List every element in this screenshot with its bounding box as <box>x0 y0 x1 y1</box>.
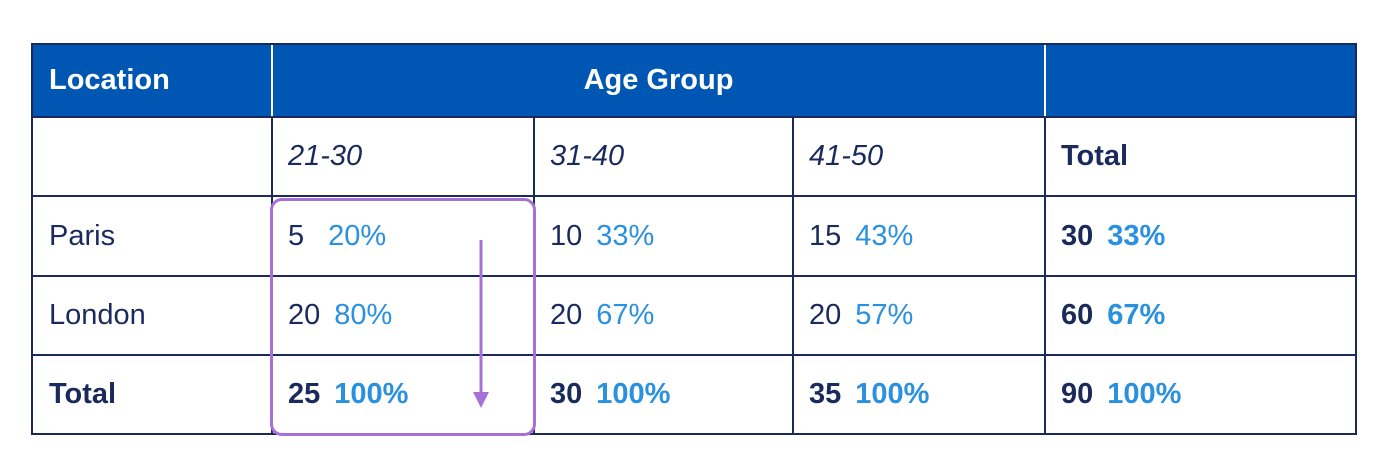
table-cell: 15 43% <box>793 196 1045 276</box>
crosstab-table: Location Age Group 21-30 31-40 41-50 Tot… <box>31 43 1357 435</box>
header-divider <box>1044 45 1046 116</box>
row-total-cell: 60 67% <box>1045 276 1355 355</box>
row-total-cell: 90 100% <box>1045 355 1355 433</box>
subheader-col-21-30: 21-30 <box>288 139 363 172</box>
row-divider <box>33 354 1355 356</box>
cell-percent: 67% <box>1107 299 1166 331</box>
cell-percent: 43% <box>855 219 914 252</box>
cell-count: 20 <box>809 299 842 331</box>
cell-percent: 100% <box>334 377 409 410</box>
cell-percent: 100% <box>596 377 671 410</box>
column-divider <box>792 116 794 433</box>
subheader-total: Total <box>1061 139 1129 172</box>
cell-count: 90 <box>1061 377 1094 410</box>
header-divider <box>271 45 273 116</box>
row-label-london: London <box>49 299 146 331</box>
cell-count: 10 <box>550 219 583 252</box>
cell-count: 30 <box>1061 219 1094 252</box>
cell-count: 20 <box>288 299 321 331</box>
header-age-group: Age Group <box>272 45 1045 116</box>
cell-percent: 33% <box>596 219 655 252</box>
cell-percent: 100% <box>855 377 930 410</box>
cell-count: 25 <box>288 377 321 410</box>
cell-percent: 100% <box>1107 377 1182 410</box>
table-cell: 20 67% <box>534 276 793 355</box>
cell-count: 35 <box>809 377 842 410</box>
column-highlight-box <box>270 198 536 436</box>
header-location: Location <box>33 45 272 116</box>
subheader-col-31-40: 31-40 <box>550 139 625 172</box>
column-divider <box>1044 116 1046 433</box>
table-cell: 25 100% <box>272 355 534 433</box>
row-label-total: Total <box>49 377 117 410</box>
header-blank <box>1045 45 1355 116</box>
row-divider <box>33 275 1355 277</box>
row-divider <box>33 195 1355 197</box>
cell-percent: 80% <box>334 299 393 331</box>
cell-percent: 20% <box>328 219 387 252</box>
cell-count: 15 <box>809 219 842 252</box>
table-cell: 35 100% <box>793 355 1045 433</box>
cell-percent: 67% <box>596 299 655 331</box>
table-cell: 30 100% <box>534 355 793 433</box>
row-label-paris: Paris <box>49 219 116 252</box>
cell-count: 5 <box>288 219 305 252</box>
cell-count: 30 <box>550 377 583 410</box>
row-divider <box>33 116 1355 118</box>
table-cell: 10 33% <box>534 196 793 276</box>
cell-count: 20 <box>550 299 583 331</box>
cell-percent: 57% <box>855 299 914 331</box>
subheader-col-41-50: 41-50 <box>809 139 884 172</box>
cell-percent: 33% <box>1107 219 1166 252</box>
table-cell: 5 20% <box>272 196 534 276</box>
table-cell: 20 57% <box>793 276 1045 355</box>
cell-count: 60 <box>1061 299 1094 331</box>
table-cell: 20 80% <box>272 276 534 355</box>
row-total-cell: 30 33% <box>1045 196 1355 276</box>
